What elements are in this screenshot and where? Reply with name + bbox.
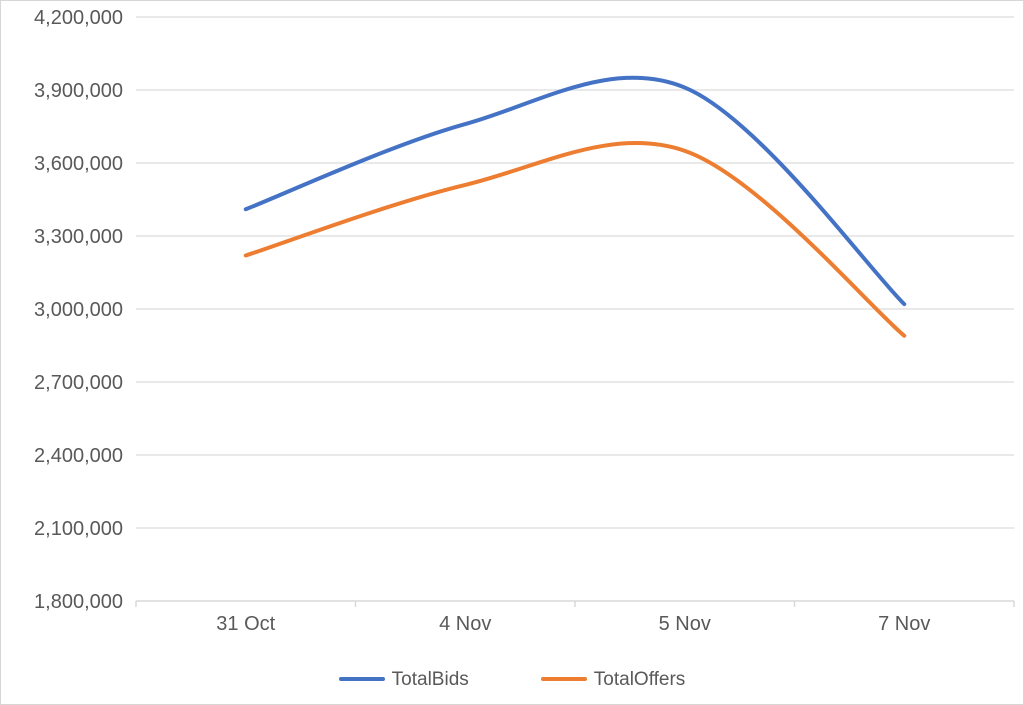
y-axis-label: 4,200,000 <box>34 7 123 29</box>
y-axis-label: 3,900,000 <box>34 80 123 102</box>
y-axis-label: 2,700,000 <box>34 372 123 394</box>
y-axis-label: 1,800,000 <box>34 591 123 613</box>
y-axis-label: 2,400,000 <box>34 445 123 467</box>
x-axis-label: 5 Nov <box>659 613 711 635</box>
y-axis-label: 2,100,000 <box>34 518 123 540</box>
legend-label: TotalOffers <box>593 668 686 690</box>
y-axis-label: 3,000,000 <box>34 299 123 321</box>
x-axis-label: 4 Nov <box>439 613 491 635</box>
legend-line-swatch <box>540 676 587 682</box>
legend-line-swatch <box>338 676 385 682</box>
legend-item-totalbids: TotalBids <box>338 668 469 690</box>
series-line-totaloffers <box>243 141 907 338</box>
x-axis-label: 7 Nov <box>878 613 930 635</box>
chart-legend: TotalBids TotalOffers <box>1 663 1023 695</box>
y-axis-label: 3,600,000 <box>34 153 123 175</box>
x-axis-label: 31 Oct <box>216 613 275 635</box>
legend-label: TotalBids <box>391 668 469 690</box>
y-axis-label: 3,300,000 <box>34 226 123 248</box>
legend-item-totaloffers: TotalOffers <box>540 668 686 690</box>
series-line-totalbids <box>243 75 907 307</box>
